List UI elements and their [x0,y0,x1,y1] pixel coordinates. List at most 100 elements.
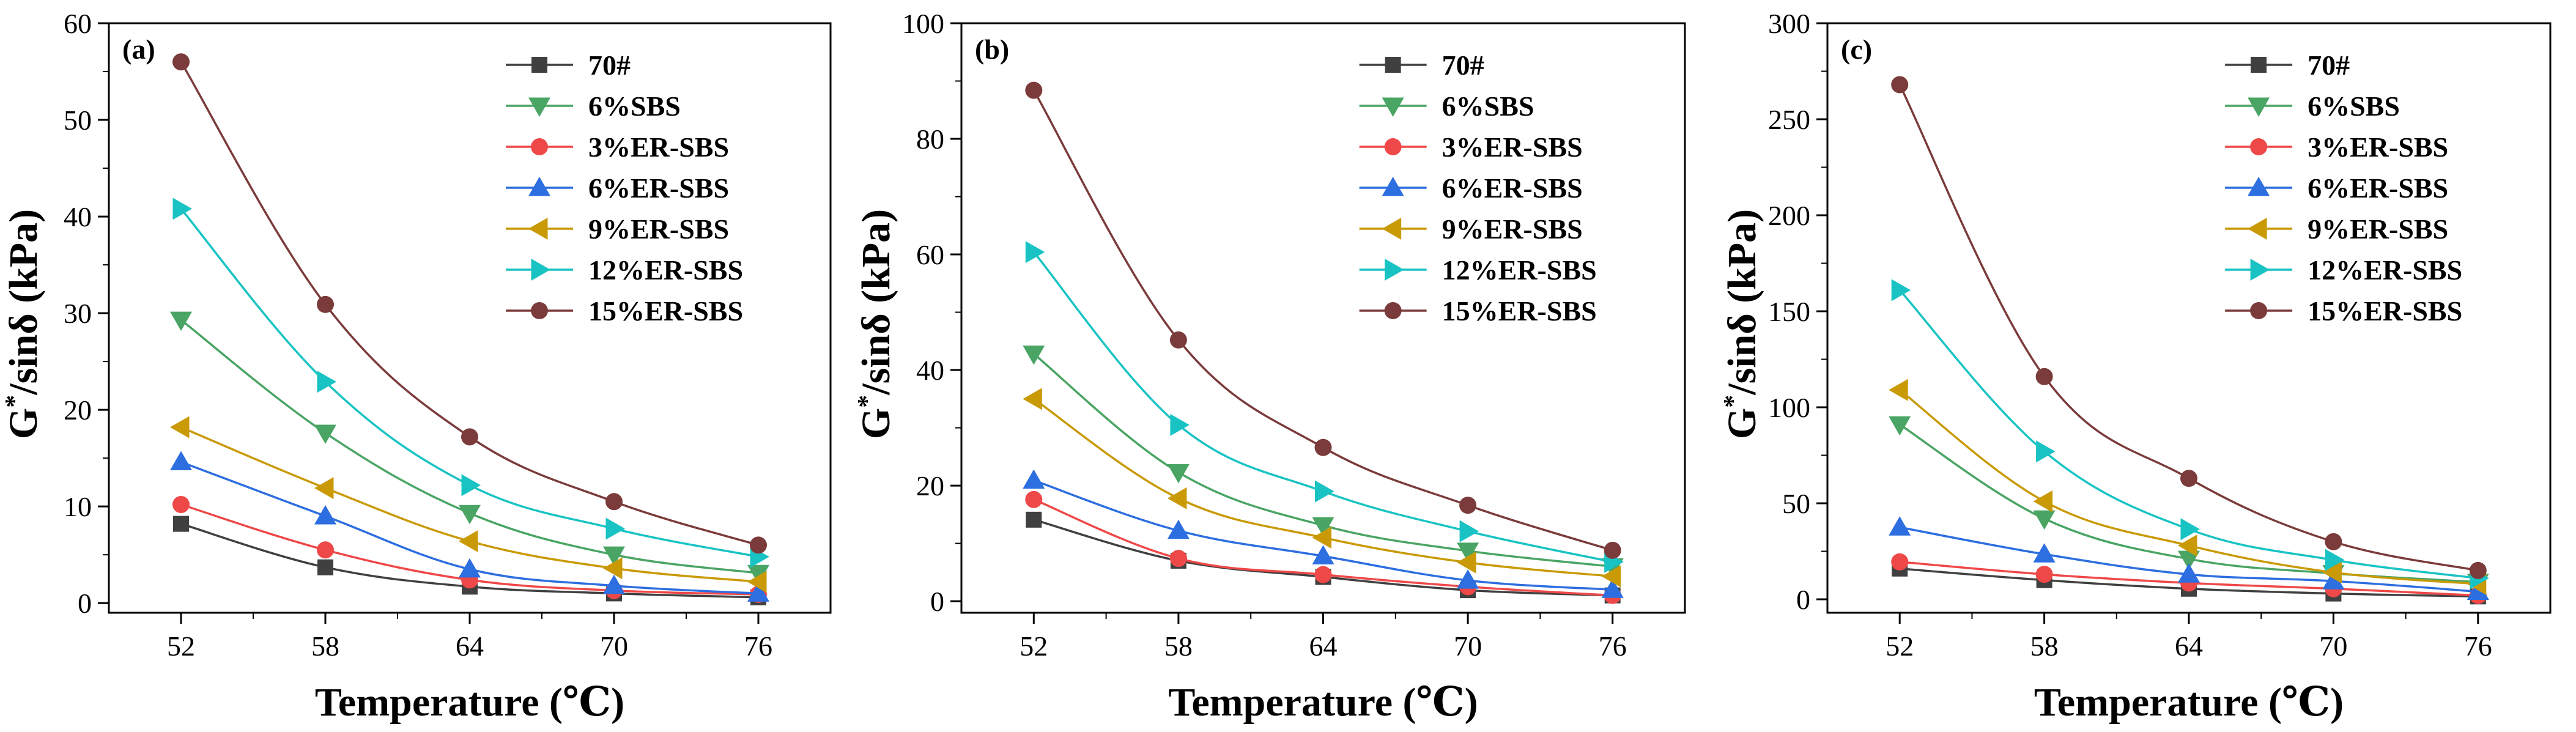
data-point [1169,550,1187,567]
series-line [180,61,759,547]
x-tick-label: 76 [744,630,772,662]
legend-label: 70# [2308,50,2350,81]
y-tick-label: 60 [916,239,944,270]
legend-marker [531,57,547,73]
y-tick-label: 150 [1768,296,1810,327]
data-point [1889,416,1911,436]
y-axis-title-superscript: * [1,395,29,408]
y-tick-label: 20 [64,394,92,426]
data-point [605,517,625,540]
legend-label: 6%ER-SBS [2308,172,2448,204]
legend-marker [2250,259,2270,281]
data-point [1891,553,1909,571]
data-point [172,496,190,514]
legend: 70# 6%SBS 3%ER-SBS 6%ER-SBS 9%ER-SBS 12%ER-SB… [506,50,743,327]
x-axis-title: Temperature (℃) [2034,680,2344,725]
legend-entry-12pcter-sbs: 12%ER-SBS [1359,254,1597,286]
legend-marker [528,177,550,196]
x-tick-label: 70 [1454,630,1482,662]
y-tick-label: 0 [78,588,92,619]
chart-panel-3: 52 58 64 70 76 0 50 100 150 200 250 300 Temperature … [1719,8,2552,725]
data-point [1170,413,1190,436]
data-point [314,477,334,500]
legend-label: 70# [1442,50,1484,81]
y-tick-label: 40 [916,355,944,386]
data-point [2325,549,2345,571]
data-point [172,198,192,220]
data-point [1025,81,1043,99]
x-tick-label: 64 [2175,630,2203,662]
data-point [1457,569,1479,589]
legend-entry-6pctsbs: 6%SBS [506,91,681,122]
data-point [172,53,190,71]
data-point [317,541,334,559]
x-axis-title: Temperature (℃) [315,680,624,725]
panel-label: (c) [1841,34,1872,65]
series-line [1032,89,1613,552]
data-point [750,536,767,554]
legend-entry-70sharp: 70# [506,50,631,81]
x-tick-label: 76 [1599,630,1627,662]
data-point [461,428,478,446]
data-point [173,516,189,532]
x-tick-label: 76 [2464,630,2492,662]
x-tick-label: 58 [311,630,339,662]
data-point [170,416,190,438]
y-axis-title-rest: /sinδ (kPa) [1,209,46,396]
legend-marker [1382,218,1402,240]
y-axis-title-rest: /sinδ (kPa) [854,209,898,396]
y-tick-label: 0 [1796,584,1810,615]
legend-marker [2248,97,2270,117]
data-point [603,574,625,594]
x-tick-label: 52 [1886,630,1914,662]
legend-label: 70# [588,50,631,81]
legend-marker [2248,218,2267,240]
legend-entry-3pcter-sbs: 3%ER-SBS [2225,131,2448,163]
x-tick-label: 58 [2030,630,2059,662]
data-point [314,505,336,525]
legend-marker [2250,138,2268,155]
legend-marker [531,138,548,155]
legend-entry-9pcter-sbs: 9%ER-SBS [2225,213,2448,245]
legend-entry-15pcter-sbs: 15%ER-SBS [1359,295,1597,327]
legend-entry-9pcter-sbs: 9%ER-SBS [1359,213,1583,245]
data-point [2322,570,2345,590]
data-point [1459,520,1479,542]
y-tick-label: 80 [916,124,944,155]
series-6pcter-sbs [170,451,769,602]
data-point [2036,440,2056,463]
legend-label: 12%ER-SBS [588,254,743,286]
panel-label: (b) [975,34,1009,65]
data-point [1459,497,1477,514]
data-point [1026,511,1042,528]
data-point [1023,388,1042,410]
data-point [2033,490,2053,512]
series-line [1898,289,2479,580]
y-tick-label: 50 [64,105,92,136]
series-15pcter-sbs [172,53,767,554]
y-tick-label: 60 [64,8,92,39]
data-point [2322,561,2342,584]
series-9pcter-sbs [1023,388,1621,588]
data-point [747,571,767,593]
data-point [317,295,334,313]
data-point [1889,516,1911,536]
legend-entry-3pcter-sbs: 3%ER-SBS [506,131,729,163]
series-12pcter-sbs [1025,241,1624,573]
legend-label: 15%ER-SBS [588,295,743,327]
data-point [1023,346,1045,365]
data-point [1601,579,1624,598]
data-point [603,546,625,566]
panel-label: (a) [122,34,155,65]
data-point [2178,534,2197,557]
legend-entry-12pcter-sbs: 12%ER-SBS [2225,254,2462,286]
x-axis-title: Temperature (℃) [1168,680,1478,725]
y-tick-label: 250 [1768,104,1810,135]
series-6pcter-sbs [1023,469,1624,598]
legend-label: 6%ER-SBS [1442,172,1583,204]
chart-panel-2: 52 58 64 70 76 0 20 40 60 80 100 Temperature (℃) G*/… [853,8,1686,725]
data-point [1604,541,1621,559]
data-point [461,474,481,497]
legend-entry-70sharp: 70# [2225,50,2350,81]
y-tick-label: 10 [64,491,92,522]
